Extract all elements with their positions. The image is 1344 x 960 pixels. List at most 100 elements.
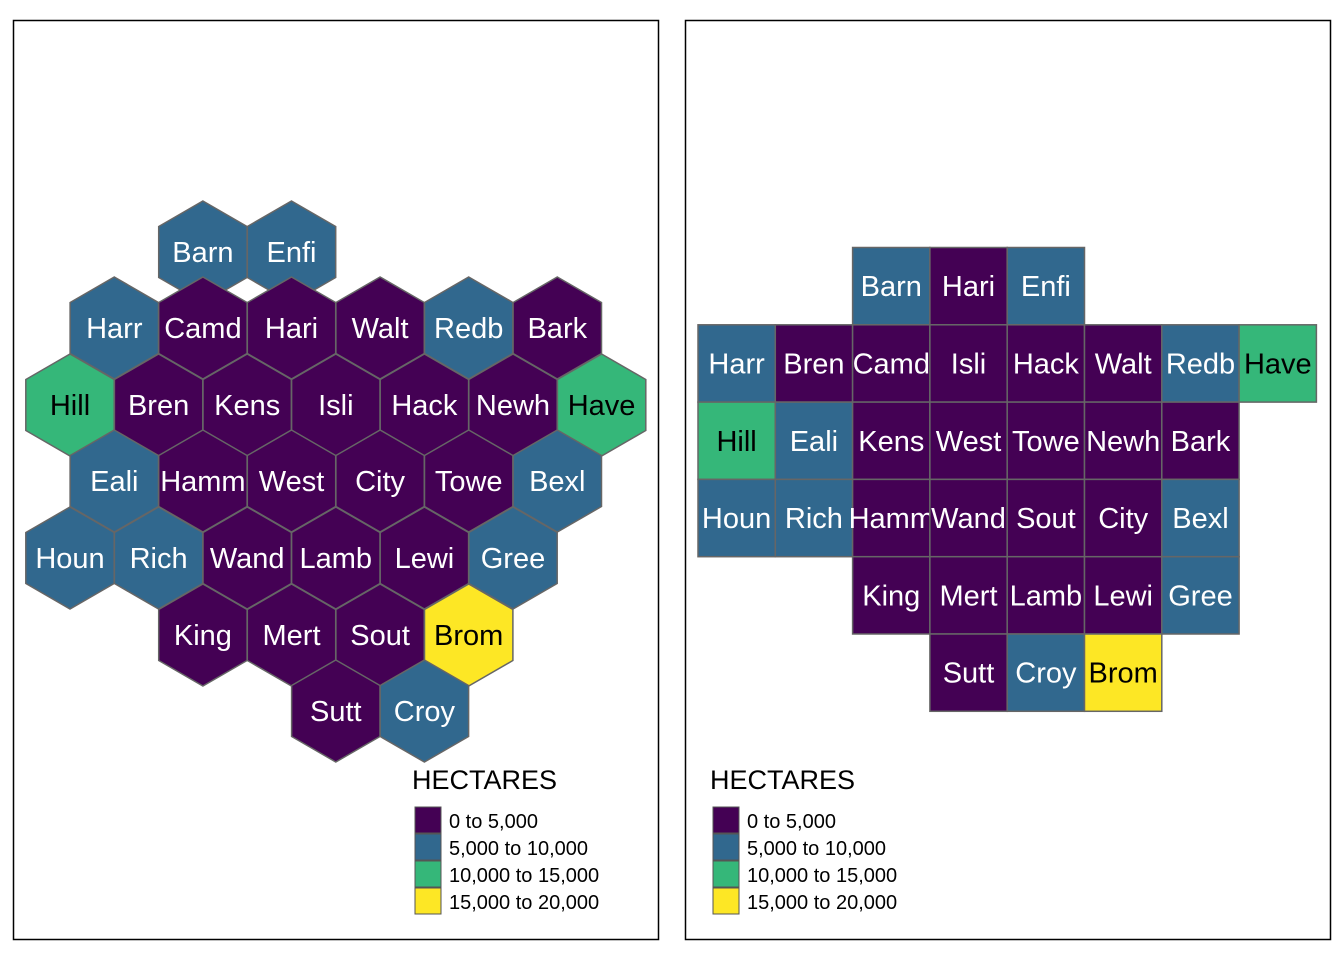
hex-shape-croy [379,659,470,763]
grid-cell-walt: Walt [1083,324,1163,403]
grid-cell-west: West [929,401,1008,481]
grid-cell-king: King [851,555,931,635]
hex-cell-hamm: Hamm [157,429,248,533]
grid-label-walt: Walt [1095,348,1152,380]
hex-label-eali: Eali [90,466,138,498]
hex-cell-bark: Bark [512,276,603,380]
legend-label-0-5000: 0 to 5,000 [449,811,538,833]
grid-label-bark: Bark [1171,426,1231,458]
hex-cell-croy: Croy [379,659,470,763]
hex-label-wand: Wand [210,543,285,575]
grid-square-have [1238,324,1318,403]
grid-cell-have: Have [1238,324,1318,403]
hex-map-legend: HECTARES 0 to 5,000 5,000 to 10,000 10,0… [412,765,599,915]
grid-cell-brom: Brom [1083,633,1163,713]
legend-swatch-10000-15000 [712,860,740,888]
hex-label-rich: Rich [130,543,188,575]
hex-cell-kens: Kens [202,353,293,457]
hex-map-cells: Barn Enfi Harr Camd Hari Walt Redb Bark Hill Bren… [25,200,647,763]
hex-label-lewi: Lewi [395,543,455,575]
grid-square-eali [774,401,854,481]
hex-label-newh: Newh [476,390,550,422]
grid-label-have: Have [1244,348,1312,380]
grid-label-newh: Newh [1086,426,1160,458]
legend-label-5000-10000: 5,000 to 10,000 [449,838,588,860]
hex-label-croy: Croy [394,696,456,728]
grid-cell-sutt: Sutt [929,633,1008,713]
hex-map-panel: Barn Enfi Harr Camd Hari Walt Redb Bark Hill Bren… [12,19,660,941]
grid-cell-houn: Houn [697,478,777,558]
hex-cell-houn: Houn [25,506,115,610]
grid-label-lamb: Lamb [1010,580,1083,612]
hex-label-walt: Walt [352,313,409,345]
hex-label-bexl: Bexl [529,466,585,498]
grid-label-king: King [862,580,920,612]
grid-cell-lewi: Lewi [1083,555,1163,635]
grid-label-kens: Kens [858,426,924,458]
grid-cell-bexl: Bexl [1161,478,1240,558]
hex-label-harr: Harr [86,313,143,345]
grid-cell-gree: Gree [1161,555,1240,635]
grid-label-brom: Brom [1089,658,1158,690]
grid-square-isli [929,324,1008,403]
grid-label-sutt: Sutt [943,658,995,690]
legend-title: HECTARES [710,765,855,795]
legend-title: HECTARES [412,765,557,795]
grid-label-croy: Croy [1015,658,1077,690]
grid-square-city [1083,478,1163,558]
grid-label-bexl: Bexl [1172,503,1228,535]
grid-cell-barn: Barn [851,246,931,326]
hex-cell-sutt: Sutt [290,659,381,763]
hex-label-mert: Mert [263,620,321,652]
legend-swatch-15000-20000 [712,887,740,915]
grid-label-gree: Gree [1168,580,1232,612]
hex-cell-towe: Towe [423,429,514,533]
grid-label-wand: Wand [931,503,1006,535]
hex-cell-bren: Bren [113,353,204,457]
grid-label-city: City [1098,503,1148,535]
grid-cell-towe: Towe [1006,401,1086,481]
grid-square-sutt [929,633,1008,713]
hex-label-brom: Brom [434,620,503,652]
grid-label-hack: Hack [1013,348,1080,380]
grid-square-croy [1006,633,1086,713]
hex-cell-newh: Newh [468,353,558,457]
hex-cell-brom: Brom [423,583,514,687]
hex-label-bark: Bark [527,313,587,345]
grid-map-legend: HECTARES 0 to 5,000 5,000 to 10,000 10,0… [710,765,897,915]
grid-square-towe [1006,401,1086,481]
grid-square-redb [1161,324,1240,403]
grid-cell-hill: Hill [697,401,777,481]
hex-label-camd: Camd [164,313,241,345]
hex-cell-have: Have [556,353,647,457]
hex-label-redb: Redb [434,313,503,345]
grid-cell-harr: Harr [697,324,777,403]
grid-cell-bren: Bren [774,324,854,403]
grid-cell-enfi: Enfi [1006,246,1086,326]
hex-label-bren: Bren [128,390,189,422]
grid-square-camd [851,324,931,403]
grid-label-redb: Redb [1166,348,1235,380]
grid-square-west [929,401,1008,481]
grid-cell-eali: Eali [774,401,854,481]
hex-cell-wand: Wand [202,506,293,610]
hex-cell-redb: Redb [423,276,514,380]
grid-cell-sout: Sout [1006,478,1086,558]
grid-cell-redb: Redb [1161,324,1240,403]
hex-label-have: Have [568,390,636,422]
legend-swatch-0-5000 [712,806,740,834]
grid-square-enfi [1006,246,1086,326]
grid-map-panel: Barn Hari Enfi Harr Bren Camd Isli Hack Walt Redb… [684,19,1332,941]
legend-swatch-0-5000 [414,806,442,834]
grid-cell-city: City [1083,478,1163,558]
hex-label-houn: Houn [35,543,104,575]
grid-label-barn: Barn [861,271,922,303]
hex-cell-walt: Walt [335,276,426,380]
grid-cell-isli: Isli [929,324,1008,403]
legend-label-15000-20000: 15,000 to 20,000 [449,892,599,914]
grid-label-hill: Hill [716,426,756,458]
hex-cell-bexl: Bexl [512,429,603,533]
hex-cell-enfi: Enfi [246,200,337,304]
legend-label-10000-15000: 10,000 to 15,000 [747,865,897,887]
legend-label-15000-20000: 15,000 to 20,000 [747,892,897,914]
